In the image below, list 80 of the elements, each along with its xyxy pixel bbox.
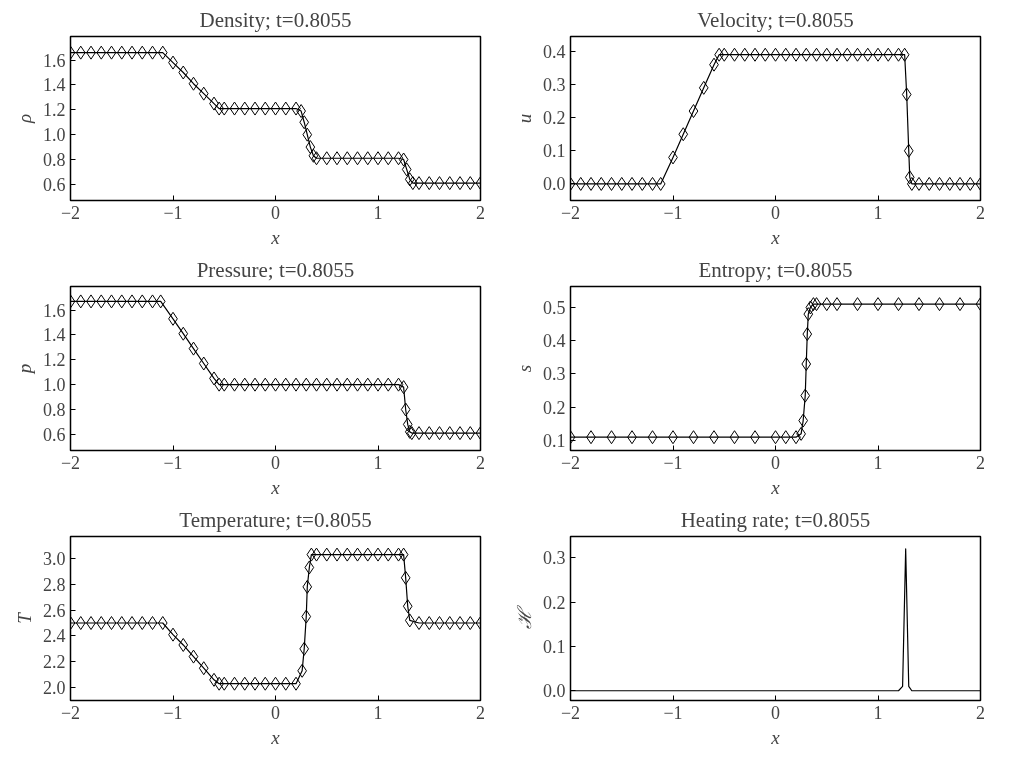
x-tick-label: 0 [771, 702, 780, 723]
chart-title: Velocity; t=0.8055 [697, 7, 854, 32]
x-tick-label: 0 [771, 202, 780, 223]
x-tick-label: 1 [873, 702, 883, 723]
y-axis-title: p [14, 363, 35, 376]
x-tick-label: 1 [873, 452, 883, 473]
x-tick-label: −2 [560, 202, 581, 223]
y-tick-label: 0.3 [543, 75, 566, 96]
y-tick-label: 1.0 [43, 125, 66, 146]
y-tick-label: 0.8 [43, 150, 66, 170]
x-tick-label: −2 [60, 702, 81, 723]
x-tick-label: 1 [373, 202, 383, 223]
x-axis-title: x [770, 726, 781, 748]
x-tick-label: −1 [663, 202, 683, 223]
y-axis-title: u [514, 113, 535, 124]
y-tick-label: 1.0 [43, 375, 66, 396]
x-tick-label: 1 [873, 202, 883, 223]
y-tick-label: 2.0 [43, 678, 66, 699]
x-tick-label: −1 [163, 202, 183, 223]
x-axis-title: x [270, 476, 281, 498]
x-tick-label: 2 [976, 202, 985, 223]
x-axis-title: x [270, 226, 281, 248]
y-tick-label: 0.2 [543, 108, 566, 129]
y-tick-label: 0.4 [543, 331, 566, 352]
y-tick-label: 0.6 [43, 424, 66, 445]
y-tick-label: 0.1 [543, 431, 566, 452]
x-tick-label: −1 [163, 452, 183, 473]
y-axis-title: ρ [14, 113, 35, 125]
y-tick-label: 1.4 [43, 325, 66, 346]
y-tick-label: 0.0 [543, 681, 566, 702]
y-axis-title: ℋ [514, 604, 535, 629]
y-tick-label: 1.2 [43, 100, 66, 121]
y-tick-label: 0.1 [543, 636, 566, 657]
y-tick-label: 0.1 [543, 141, 566, 162]
y-tick-label: 0.4 [543, 41, 566, 62]
y-axis-title: s [514, 364, 535, 373]
x-tick-label: −1 [663, 452, 683, 473]
y-tick-label: 2.8 [43, 574, 66, 595]
x-tick-label: 0 [271, 202, 280, 223]
x-tick-label: −2 [60, 452, 81, 473]
x-tick-label: 2 [976, 702, 985, 723]
x-axis-title: x [270, 726, 281, 748]
y-tick-label: 1.2 [43, 350, 66, 371]
y-tick-label: 1.6 [43, 300, 66, 321]
x-tick-label: −2 [560, 452, 581, 473]
y-tick-label: 0.3 [543, 548, 566, 569]
y-tick-label: 0.2 [543, 397, 566, 418]
x-tick-label: 2 [476, 702, 485, 723]
y-tick-label: 1.6 [43, 50, 66, 71]
x-tick-label: 2 [976, 452, 985, 473]
x-tick-label: −2 [60, 202, 81, 223]
x-tick-label: 0 [271, 452, 280, 473]
x-tick-label: 2 [476, 452, 485, 473]
chart-title: Pressure; t=0.8055 [196, 257, 355, 282]
x-tick-label: 1 [373, 452, 383, 473]
x-tick-label: −1 [663, 702, 683, 723]
x-tick-label: 2 [476, 202, 485, 223]
chart-title: Temperature; t=0.8055 [179, 507, 372, 532]
y-tick-label: 0.3 [543, 364, 566, 385]
chart-title: Entropy; t=0.8055 [698, 257, 853, 282]
x-axis-title: x [770, 476, 781, 498]
y-axis-title: T [14, 611, 35, 624]
chart-title: Heating rate; t=0.8055 [680, 507, 871, 532]
x-tick-label: −1 [163, 702, 183, 723]
y-tick-label: 0.8 [43, 400, 66, 420]
x-tick-label: 1 [373, 702, 383, 723]
x-axis-title: x [770, 226, 781, 248]
y-tick-label: 0.5 [543, 297, 566, 318]
y-tick-label: 1.4 [43, 75, 66, 96]
y-tick-label: 0.0 [543, 174, 566, 195]
x-tick-label: 0 [771, 452, 780, 473]
chart-title: Density; t=0.8055 [199, 7, 352, 32]
x-tick-label: 0 [271, 702, 280, 723]
x-tick-label: −2 [560, 702, 581, 723]
y-tick-label: 3.0 [43, 548, 66, 569]
y-tick-label: 0.2 [543, 592, 566, 613]
y-tick-label: 2.2 [43, 652, 66, 673]
y-tick-label: 0.6 [43, 174, 66, 195]
y-tick-label: 2.6 [43, 600, 66, 621]
y-tick-label: 2.4 [43, 626, 66, 647]
